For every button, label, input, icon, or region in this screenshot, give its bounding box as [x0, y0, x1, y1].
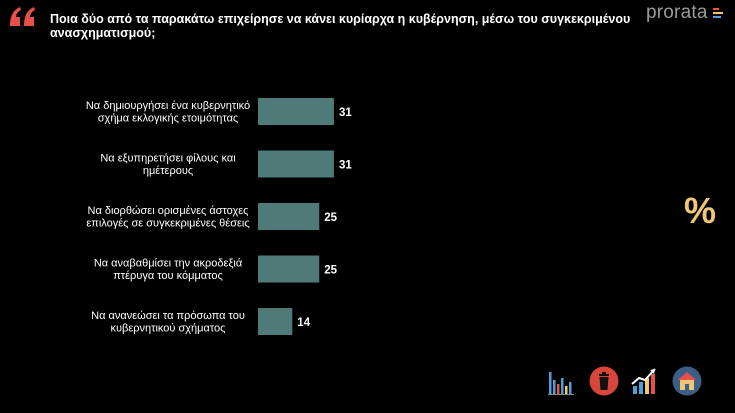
bar-chart-icon[interactable]: [546, 366, 576, 396]
bar-2: [258, 203, 320, 230]
category-label-3: Να αναβαθμίσει την ακροδεξιά πτέρυγα του …: [94, 258, 243, 283]
value-label-1: 31: [339, 160, 352, 172]
quote-mark-icon: [10, 7, 35, 26]
brand-logo: prorata: [646, 2, 708, 23]
house-icon[interactable]: [672, 366, 702, 396]
chart-title: Ποια δύο από τα παρακάτω επιχείρησε να κ…: [50, 12, 631, 40]
trend-chart-icon[interactable]: [629, 366, 659, 396]
bar-3: [258, 255, 320, 283]
bar-4: [258, 308, 293, 335]
category-label-1: Να εξυπηρετήσει φίλους και ημέτερους: [100, 153, 236, 178]
category-label-0: Να δημιουργήσει ένα κυβερνητικό σχήμα εκλ…: [86, 100, 250, 125]
value-label-2: 25: [324, 212, 337, 224]
percent-icon: %: [684, 190, 717, 231]
value-label-3: 25: [324, 265, 337, 277]
category-label-4: Να ανανεώσει τα πρόσωπα του κυβερνητικού …: [91, 310, 245, 335]
brand-logo-icon: [713, 8, 727, 22]
trash-bin-icon[interactable]: [589, 366, 619, 396]
bar-1: [258, 150, 334, 178]
category-label-2: Να διορθώσει ορισμένες άστοχες επιλογές σ…: [86, 205, 249, 230]
value-label-4: 14: [297, 317, 310, 329]
bar-0: [258, 98, 334, 125]
value-label-0: 31: [339, 107, 352, 119]
